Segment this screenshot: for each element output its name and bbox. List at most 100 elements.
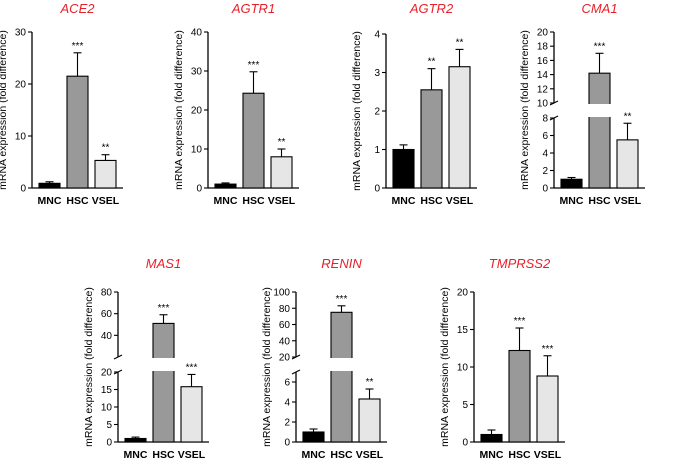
category-label: HSC (242, 195, 265, 207)
category-label: MNC (560, 195, 584, 207)
bar-hsc (152, 322, 175, 443)
y-axis-label: mRNA expression (fold difference) (0, 30, 9, 190)
y-tick-label: 15 (457, 325, 469, 336)
y-tick-label: 3 (374, 68, 380, 79)
y-tick-label: 100 (273, 288, 290, 299)
bar-mnc (302, 431, 325, 443)
y-tick-label: 40 (191, 28, 203, 39)
significance-label: *** (248, 60, 260, 71)
panel-agtr1: 0 10 20 30 40 MNC *** HSC ** VSEL AGTR1 mRNA expres… (173, 1, 299, 207)
y-tick-label: 0 (106, 438, 112, 449)
axis-break-mark (291, 369, 301, 375)
category-label: MNC (214, 195, 238, 207)
y-tick-label: 16 (537, 56, 549, 67)
chart-title: AGTR2 (409, 1, 454, 16)
bar-vsel (180, 386, 203, 443)
y-tick-label: 30 (191, 67, 203, 78)
panel-cma1: 0 2 4 6 8 10 12 14 16 18 20 MNC *** HSC ** VSEL CMA1 mRNA… (519, 1, 645, 207)
category-label: VSEL (92, 195, 120, 207)
bar-hsc (242, 92, 265, 189)
bar-break-gap (330, 358, 353, 371)
bar-hsc (66, 75, 89, 189)
category-label: VSEL (268, 195, 296, 207)
y-tick-label: 4 (374, 30, 380, 41)
y-axis-label: mRNA expression (fold difference) (83, 287, 95, 447)
significance-label: *** (514, 316, 526, 327)
y-tick-label: 15 (101, 385, 113, 396)
chart-title: CMA1 (581, 1, 617, 16)
y-axis-label: mRNA expression (fold difference) (261, 287, 273, 447)
y-tick-label: 4 (542, 149, 548, 160)
bar-mnc (560, 178, 583, 189)
chart-title: RENIN (321, 256, 362, 271)
y-tick-label: 10 (101, 403, 113, 414)
y-tick-label: 10 (457, 363, 469, 374)
y-tick-label: 20 (15, 80, 27, 91)
bar-vsel (616, 139, 639, 189)
bar-mnc (38, 182, 61, 189)
y-tick-label: 8 (542, 114, 548, 125)
category-label: HSC (588, 195, 611, 207)
bar-vsel (270, 156, 293, 189)
category-label: VSEL (614, 195, 642, 207)
category-label: VSEL (178, 449, 206, 461)
y-tick-label: 60 (101, 309, 113, 320)
y-tick-label: 20 (101, 368, 113, 379)
bar-hsc (420, 89, 443, 189)
bar-vsel (448, 66, 471, 189)
significance-label: *** (594, 41, 606, 52)
y-tick-label: 5 (462, 400, 468, 411)
y-tick-label: 20 (537, 28, 549, 39)
category-label: HSC (420, 195, 443, 207)
bar-break-gap (588, 104, 611, 117)
bar-vsel (358, 398, 381, 443)
bar-mnc (480, 433, 503, 443)
significance-label: ** (428, 57, 436, 68)
bar-hsc (508, 349, 531, 443)
significance-label: *** (158, 303, 170, 314)
y-tick-label: 10 (537, 99, 549, 110)
panel-ace2: 0 10 20 30 MNC *** HSC ** VSEL ACE2 mRNA expressio… (0, 1, 123, 207)
y-tick-label: 5 (106, 420, 112, 431)
y-axis-label: mRNA expression (fold difference) (173, 30, 185, 190)
y-tick-label: 20 (457, 288, 469, 299)
significance-label: ** (278, 137, 286, 148)
bar-vsel (536, 375, 559, 443)
y-tick-label: 0 (462, 438, 468, 449)
category-label: MNC (480, 449, 504, 461)
significance-label: *** (186, 362, 198, 373)
panel-tmprss2: 0 5 10 15 20 MNC *** HSC *** VSEL TMPRSS2 mRNA expr… (439, 256, 565, 461)
chart-title: MAS1 (146, 256, 181, 271)
y-tick-label: 2 (374, 107, 380, 118)
category-label: MNC (38, 195, 62, 207)
y-tick-label: 2 (284, 418, 290, 429)
panel-agtr2: 0 1 2 3 4 MNC ** HSC ** VSEL AGTR2 mRNA expression … (351, 1, 477, 207)
category-label: HSC (66, 195, 89, 207)
category-label: VSEL (446, 195, 474, 207)
bar-hsc (330, 311, 353, 443)
chart-title: TMPRSS2 (489, 256, 551, 271)
y-tick-label: 10 (15, 132, 27, 143)
y-tick-label: 0 (542, 184, 548, 195)
y-tick-label: 0 (20, 184, 26, 195)
y-tick-label: 0 (374, 184, 380, 195)
significance-label: *** (72, 41, 84, 52)
category-label: HSC (330, 449, 353, 461)
y-axis-label: mRNA expression (fold difference) (439, 287, 451, 447)
category-label: MNC (302, 449, 326, 461)
y-tick-label: 80 (279, 304, 291, 315)
category-label: HSC (508, 449, 531, 461)
y-tick-label: 4 (284, 398, 290, 409)
y-tick-label: 20 (279, 353, 291, 364)
category-label: VSEL (534, 449, 562, 461)
y-tick-label: 30 (15, 28, 27, 39)
y-tick-label: 60 (279, 320, 291, 331)
significance-label: ** (366, 377, 374, 388)
panel-renin: 0 2 4 6 20 40 60 80 100 MNC *** HSC ** VSEL RENIN mRNA … (261, 256, 387, 461)
y-tick-label: 80 (101, 288, 113, 299)
y-axis-label: mRNA expression (fold difference) (519, 30, 531, 190)
category-label: VSEL (356, 449, 384, 461)
y-tick-label: 12 (537, 84, 549, 95)
category-label: HSC (152, 449, 175, 461)
panel-mas1: 0 5 10 15 20 40 60 80 MNC *** HSC *** VSEL MAS1 mRNA e… (83, 256, 209, 461)
